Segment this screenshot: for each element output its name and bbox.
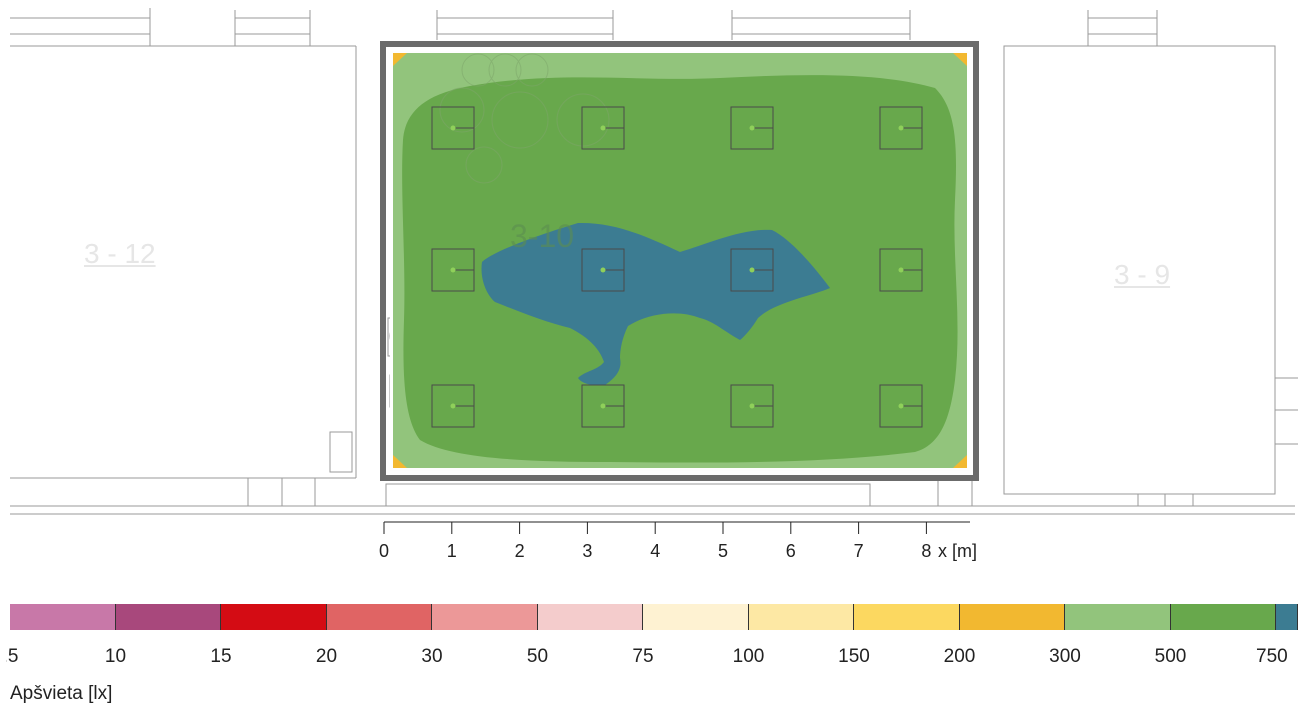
legend-swatch — [537, 604, 643, 630]
x-axis-tick-label: 4 — [650, 541, 661, 561]
isolux-corner-200-tr — [953, 53, 967, 66]
legend-value: 200 — [943, 646, 976, 667]
calculation-area — [380, 41, 979, 481]
legend-value: 150 — [838, 646, 870, 667]
luminaire-square-icon — [431, 106, 475, 150]
x-axis-tick-label: 5 — [718, 541, 729, 561]
room-right-outline — [1003, 45, 1298, 506]
legend-swatch — [1276, 604, 1298, 630]
luminaire-square-icon — [431, 248, 475, 292]
isolux-corner-200-tl — [393, 53, 407, 66]
x-axis-tick-label: 3 — [582, 541, 593, 561]
legend-value: 100 — [732, 646, 765, 667]
luminaire-square-icon — [730, 384, 774, 428]
legend-value: 750 — [1256, 646, 1288, 667]
wall-outlines-top — [10, 8, 1275, 47]
corridor-lines — [10, 477, 1295, 515]
luminaire-square-icon — [879, 384, 923, 428]
legend-value: 7.5 — [2, 646, 19, 667]
room-label-left: 3 - 12 — [84, 238, 156, 269]
legend-swatch — [1065, 604, 1171, 630]
legend-swatch — [959, 604, 1065, 630]
x-axis-tick-label: 8 — [921, 541, 932, 561]
legend-value: 15 — [210, 646, 232, 667]
luminaire-grid — [431, 106, 923, 428]
legend-swatch — [221, 604, 327, 630]
legend-swatch — [1170, 604, 1276, 630]
x-axis-unit-label: x [m] — [938, 541, 977, 561]
furniture-traces — [439, 53, 610, 184]
x-axis-tick-label: 0 — [379, 541, 390, 561]
legend-value: 500 — [1154, 646, 1187, 667]
legend-swatch — [748, 604, 854, 630]
legend-swatch — [854, 604, 960, 630]
legend-value: 300 — [1049, 646, 1081, 667]
legend-swatch — [115, 604, 221, 630]
isolux-zone-750 — [481, 222, 830, 386]
legend-value: 50 — [526, 646, 549, 667]
isolux-corner-200-bl — [393, 455, 407, 468]
luminaire-square-icon — [431, 384, 475, 428]
legend-title: Apšvieta [lx] — [10, 683, 113, 704]
luminaire-square-icon — [730, 248, 774, 292]
legend-swatch — [326, 604, 432, 630]
x-axis-tick-label: 7 — [853, 541, 864, 561]
isolux-corner-200-br — [953, 455, 967, 468]
legend-value: 10 — [104, 646, 127, 667]
legend-swatch — [10, 604, 116, 630]
luminaire-square-icon — [581, 248, 625, 292]
luminaire-square-icon — [581, 384, 625, 428]
legend-value: 75 — [632, 646, 654, 667]
luminaire-square-icon — [730, 106, 774, 150]
room-left-outline — [10, 46, 437, 507]
legend-value: 30 — [421, 646, 443, 667]
x-axis-tick-label: 1 — [446, 541, 457, 561]
x-axis-tick-label: 6 — [785, 541, 796, 561]
room-center-wall — [380, 41, 979, 481]
x-axis — [383, 521, 970, 534]
legend-swatch — [643, 604, 749, 630]
room-label-center: 3-10 — [510, 218, 575, 254]
luminaire-square-icon — [879, 248, 923, 292]
x-axis-tick-label: 2 — [514, 541, 525, 561]
luminaire-square-icon — [879, 106, 923, 150]
legend-swatch — [432, 604, 538, 630]
legend-value: 20 — [315, 646, 338, 667]
luminaire-square-icon — [581, 106, 625, 150]
room-label-right: 3 - 9 — [1114, 259, 1171, 290]
